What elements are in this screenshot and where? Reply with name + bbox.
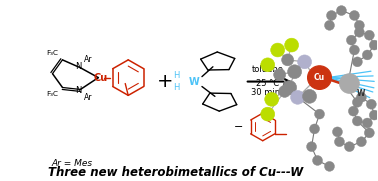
Circle shape	[314, 109, 324, 119]
Circle shape	[355, 20, 364, 30]
Text: 30 mins: 30 mins	[251, 88, 285, 97]
Circle shape	[324, 161, 335, 171]
Circle shape	[265, 92, 279, 106]
Text: W: W	[357, 89, 366, 98]
Circle shape	[274, 69, 286, 81]
Text: toluene: toluene	[252, 65, 284, 74]
Circle shape	[366, 99, 376, 109]
Circle shape	[327, 10, 336, 20]
Circle shape	[279, 85, 291, 97]
Circle shape	[288, 65, 302, 79]
Text: H: H	[173, 71, 179, 80]
Circle shape	[324, 20, 335, 30]
Text: 25 °C: 25 °C	[256, 79, 279, 88]
Circle shape	[363, 118, 372, 128]
Circle shape	[271, 43, 285, 57]
Text: F₃C: F₃C	[46, 91, 59, 97]
Circle shape	[363, 50, 372, 60]
Circle shape	[344, 142, 355, 151]
Circle shape	[352, 97, 363, 107]
Text: Cu: Cu	[314, 73, 325, 82]
Text: Ar: Ar	[84, 93, 93, 102]
Circle shape	[307, 142, 316, 151]
Circle shape	[364, 128, 374, 138]
Text: N: N	[75, 86, 82, 95]
Circle shape	[310, 124, 319, 134]
Text: Ar: Ar	[84, 55, 93, 64]
Circle shape	[282, 54, 294, 66]
Circle shape	[297, 55, 311, 69]
Text: N: N	[75, 62, 82, 71]
Circle shape	[355, 27, 364, 37]
Circle shape	[352, 116, 363, 126]
Text: H: H	[173, 83, 179, 92]
Text: −: −	[234, 122, 243, 132]
Circle shape	[261, 58, 275, 72]
Circle shape	[364, 30, 374, 40]
Circle shape	[349, 106, 358, 116]
Circle shape	[349, 45, 359, 55]
Circle shape	[369, 40, 378, 50]
Circle shape	[308, 66, 332, 89]
Text: Ar = Mes: Ar = Mes	[52, 159, 93, 168]
Circle shape	[302, 89, 316, 103]
Text: F₃C: F₃C	[46, 50, 59, 56]
Circle shape	[356, 137, 366, 147]
Text: Cu: Cu	[93, 73, 107, 83]
Circle shape	[261, 107, 275, 121]
Circle shape	[291, 90, 305, 104]
Circle shape	[346, 35, 356, 45]
Circle shape	[369, 110, 378, 120]
Circle shape	[285, 38, 299, 52]
Circle shape	[335, 137, 344, 147]
Circle shape	[283, 81, 297, 94]
Circle shape	[352, 57, 363, 67]
Text: +: +	[157, 72, 174, 91]
Circle shape	[336, 6, 346, 16]
Circle shape	[339, 74, 359, 93]
Circle shape	[356, 92, 366, 102]
Circle shape	[313, 155, 322, 165]
Circle shape	[349, 10, 359, 20]
Text: Three new heterobimetallics of Cu---W: Three new heterobimetallics of Cu---W	[48, 166, 304, 179]
Circle shape	[333, 127, 342, 137]
Text: W: W	[189, 77, 199, 87]
